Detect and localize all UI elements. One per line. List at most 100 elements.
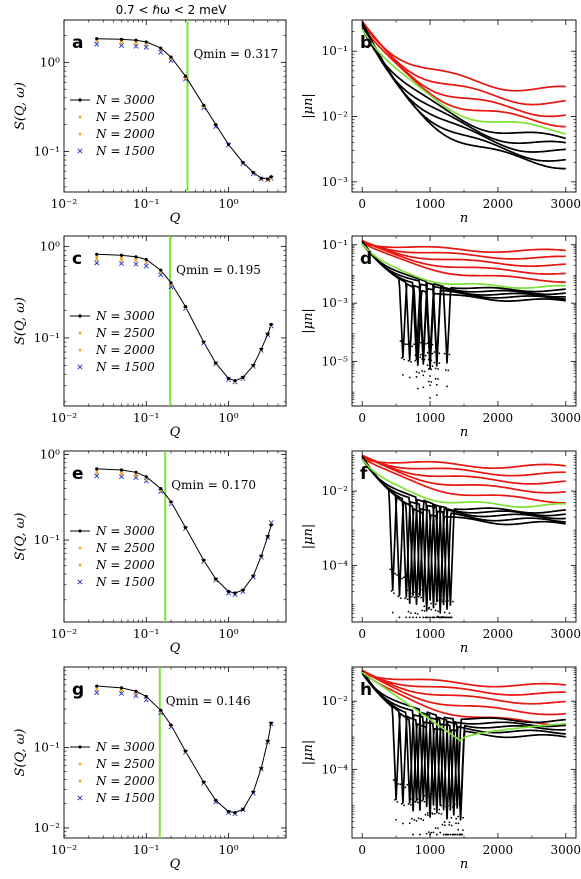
- axes-frame-e: [63, 450, 287, 623]
- qmin-label-c: Qmin = 0.195: [176, 263, 261, 277]
- mu-point-d: [446, 385, 448, 388]
- mu-point-h: [412, 833, 414, 836]
- mu-point-f: [422, 616, 425, 619]
- point-n3000-c: [269, 322, 273, 327]
- point-n2500-c: [120, 256, 123, 260]
- point-n1500-g: [133, 693, 139, 699]
- panel-letter-a: a: [72, 33, 83, 53]
- x-axis-label-d: n: [460, 425, 468, 440]
- mu-line-black-f: [361, 457, 566, 614]
- point-n3000-g: [134, 689, 138, 693]
- mu-line-black-b: [361, 24, 566, 170]
- mu-point-d: [406, 343, 409, 346]
- mu-point-f: [397, 595, 400, 598]
- point-n3000-a: [95, 37, 99, 41]
- mu-point-h: [423, 800, 426, 803]
- mu-point-f: [426, 616, 429, 619]
- legend-label-n3000-a: N = 3000: [95, 93, 155, 107]
- point-n2000-g: [134, 692, 138, 695]
- mu-point-h: [417, 817, 420, 820]
- x-axis-label-e: Q: [170, 641, 181, 656]
- qmin-label-g: Qmin = 0.146: [166, 694, 251, 708]
- mu-point-d: [419, 341, 422, 344]
- mu-point-h: [415, 820, 418, 822]
- point-n2500-e: [120, 470, 123, 474]
- point-n3000-g: [144, 694, 148, 699]
- point-n3000-c: [259, 347, 263, 351]
- mu-point-h: [432, 831, 435, 834]
- point-n3000-g: [169, 723, 173, 727]
- mu-point-h: [424, 782, 427, 785]
- point-n3000-e: [169, 500, 173, 504]
- mu-point-d: [427, 380, 430, 383]
- legend-label-n1500-a: N = 1500: [95, 144, 155, 158]
- point-n1500-a: [168, 58, 174, 64]
- mu-point-f: [421, 576, 424, 579]
- x-axis-label-g: Q: [170, 857, 181, 872]
- mu-line-green-b: [361, 28, 566, 135]
- mu-point-f: [401, 577, 403, 580]
- x-tick-label-e: 10⁰: [218, 627, 238, 641]
- x-tick-label-h: 1000: [415, 843, 446, 857]
- point-n3000-a: [269, 175, 273, 179]
- mu-point-f: [404, 597, 406, 600]
- mu-point-d: [433, 351, 436, 353]
- mu-point-h: [404, 786, 407, 789]
- mu-point-f: [435, 616, 438, 619]
- mu-line-red-b: [361, 20, 566, 106]
- mu-point-h: [402, 822, 404, 825]
- point-n1500-a: [143, 44, 149, 50]
- panel-g: 10⁻² 10⁻¹ 10⁰ 10⁻¹ 10⁻² Qmin = 0.146 N = 3000 N…: [13, 666, 287, 872]
- x-tick-label-b: 3000: [551, 197, 581, 211]
- mu-line-red-f: [361, 457, 566, 504]
- mu-point-d: [416, 387, 419, 390]
- mu-point-d: [424, 354, 427, 357]
- mu-point-d: [404, 343, 407, 346]
- mu-point-f: [433, 616, 436, 619]
- y-tick-label-a: 10⁻¹: [34, 144, 60, 158]
- x-tick-label-a: 10⁻¹: [133, 197, 159, 211]
- point-n3000-a-legend: [78, 98, 82, 102]
- point-n3000-c: [214, 361, 218, 365]
- point-n3000-g-legend: [78, 745, 82, 749]
- mu-point-h: [434, 794, 437, 797]
- axes-frame-g: [63, 666, 287, 839]
- legend-label-n2000-a: N = 2000: [95, 127, 155, 141]
- mu-point-f: [389, 568, 392, 571]
- mu-point-f: [423, 605, 426, 608]
- mu-line-black-f: [361, 455, 566, 610]
- mu-point-f: [413, 596, 416, 599]
- mu-point-h: [457, 815, 460, 818]
- mu-point-d: [427, 368, 430, 370]
- mu-line-black-b: [361, 21, 566, 153]
- point-n3000-g: [95, 684, 99, 688]
- mu-point-h: [441, 823, 444, 826]
- point-n3000-e: [95, 467, 99, 471]
- mu-point-d: [416, 360, 419, 363]
- mu-point-f: [443, 611, 446, 614]
- y-tick-label-b: 10⁻³: [322, 175, 349, 189]
- point-n3000-a: [241, 160, 245, 165]
- x-tick-label-c: 10⁰: [218, 411, 238, 425]
- mu-point-h: [411, 785, 414, 788]
- mu-point-d: [434, 377, 437, 380]
- mu-line-black-h: [361, 671, 566, 811]
- mu-point-h: [462, 829, 464, 832]
- y-tick-label-g: 10⁻²: [34, 821, 61, 835]
- mu-point-h: [421, 799, 423, 802]
- x-tick-label-c: 10⁻¹: [133, 411, 159, 425]
- point-n2000-e: [95, 472, 99, 475]
- panel-e: 10⁻² 10⁻¹ 10⁰ 10⁰ 10⁻¹ Qmin = 0.170 N = 3000 N …: [13, 448, 287, 656]
- y-tick-label-b: 10⁻¹: [322, 44, 348, 58]
- mu-line-red-b: [361, 25, 566, 128]
- point-n3000-g: [266, 739, 270, 743]
- point-n2500-c: [95, 256, 99, 259]
- mu-point-d: [429, 375, 431, 377]
- mu-point-f: [430, 602, 432, 605]
- axes-frame-b: [351, 19, 577, 193]
- mu-point-d: [437, 368, 439, 370]
- mu-line-red-d: [361, 239, 566, 268]
- mu-point-d: [419, 356, 422, 359]
- point-n2000-g-legend: [78, 779, 82, 783]
- point-n1500-e: [118, 474, 125, 480]
